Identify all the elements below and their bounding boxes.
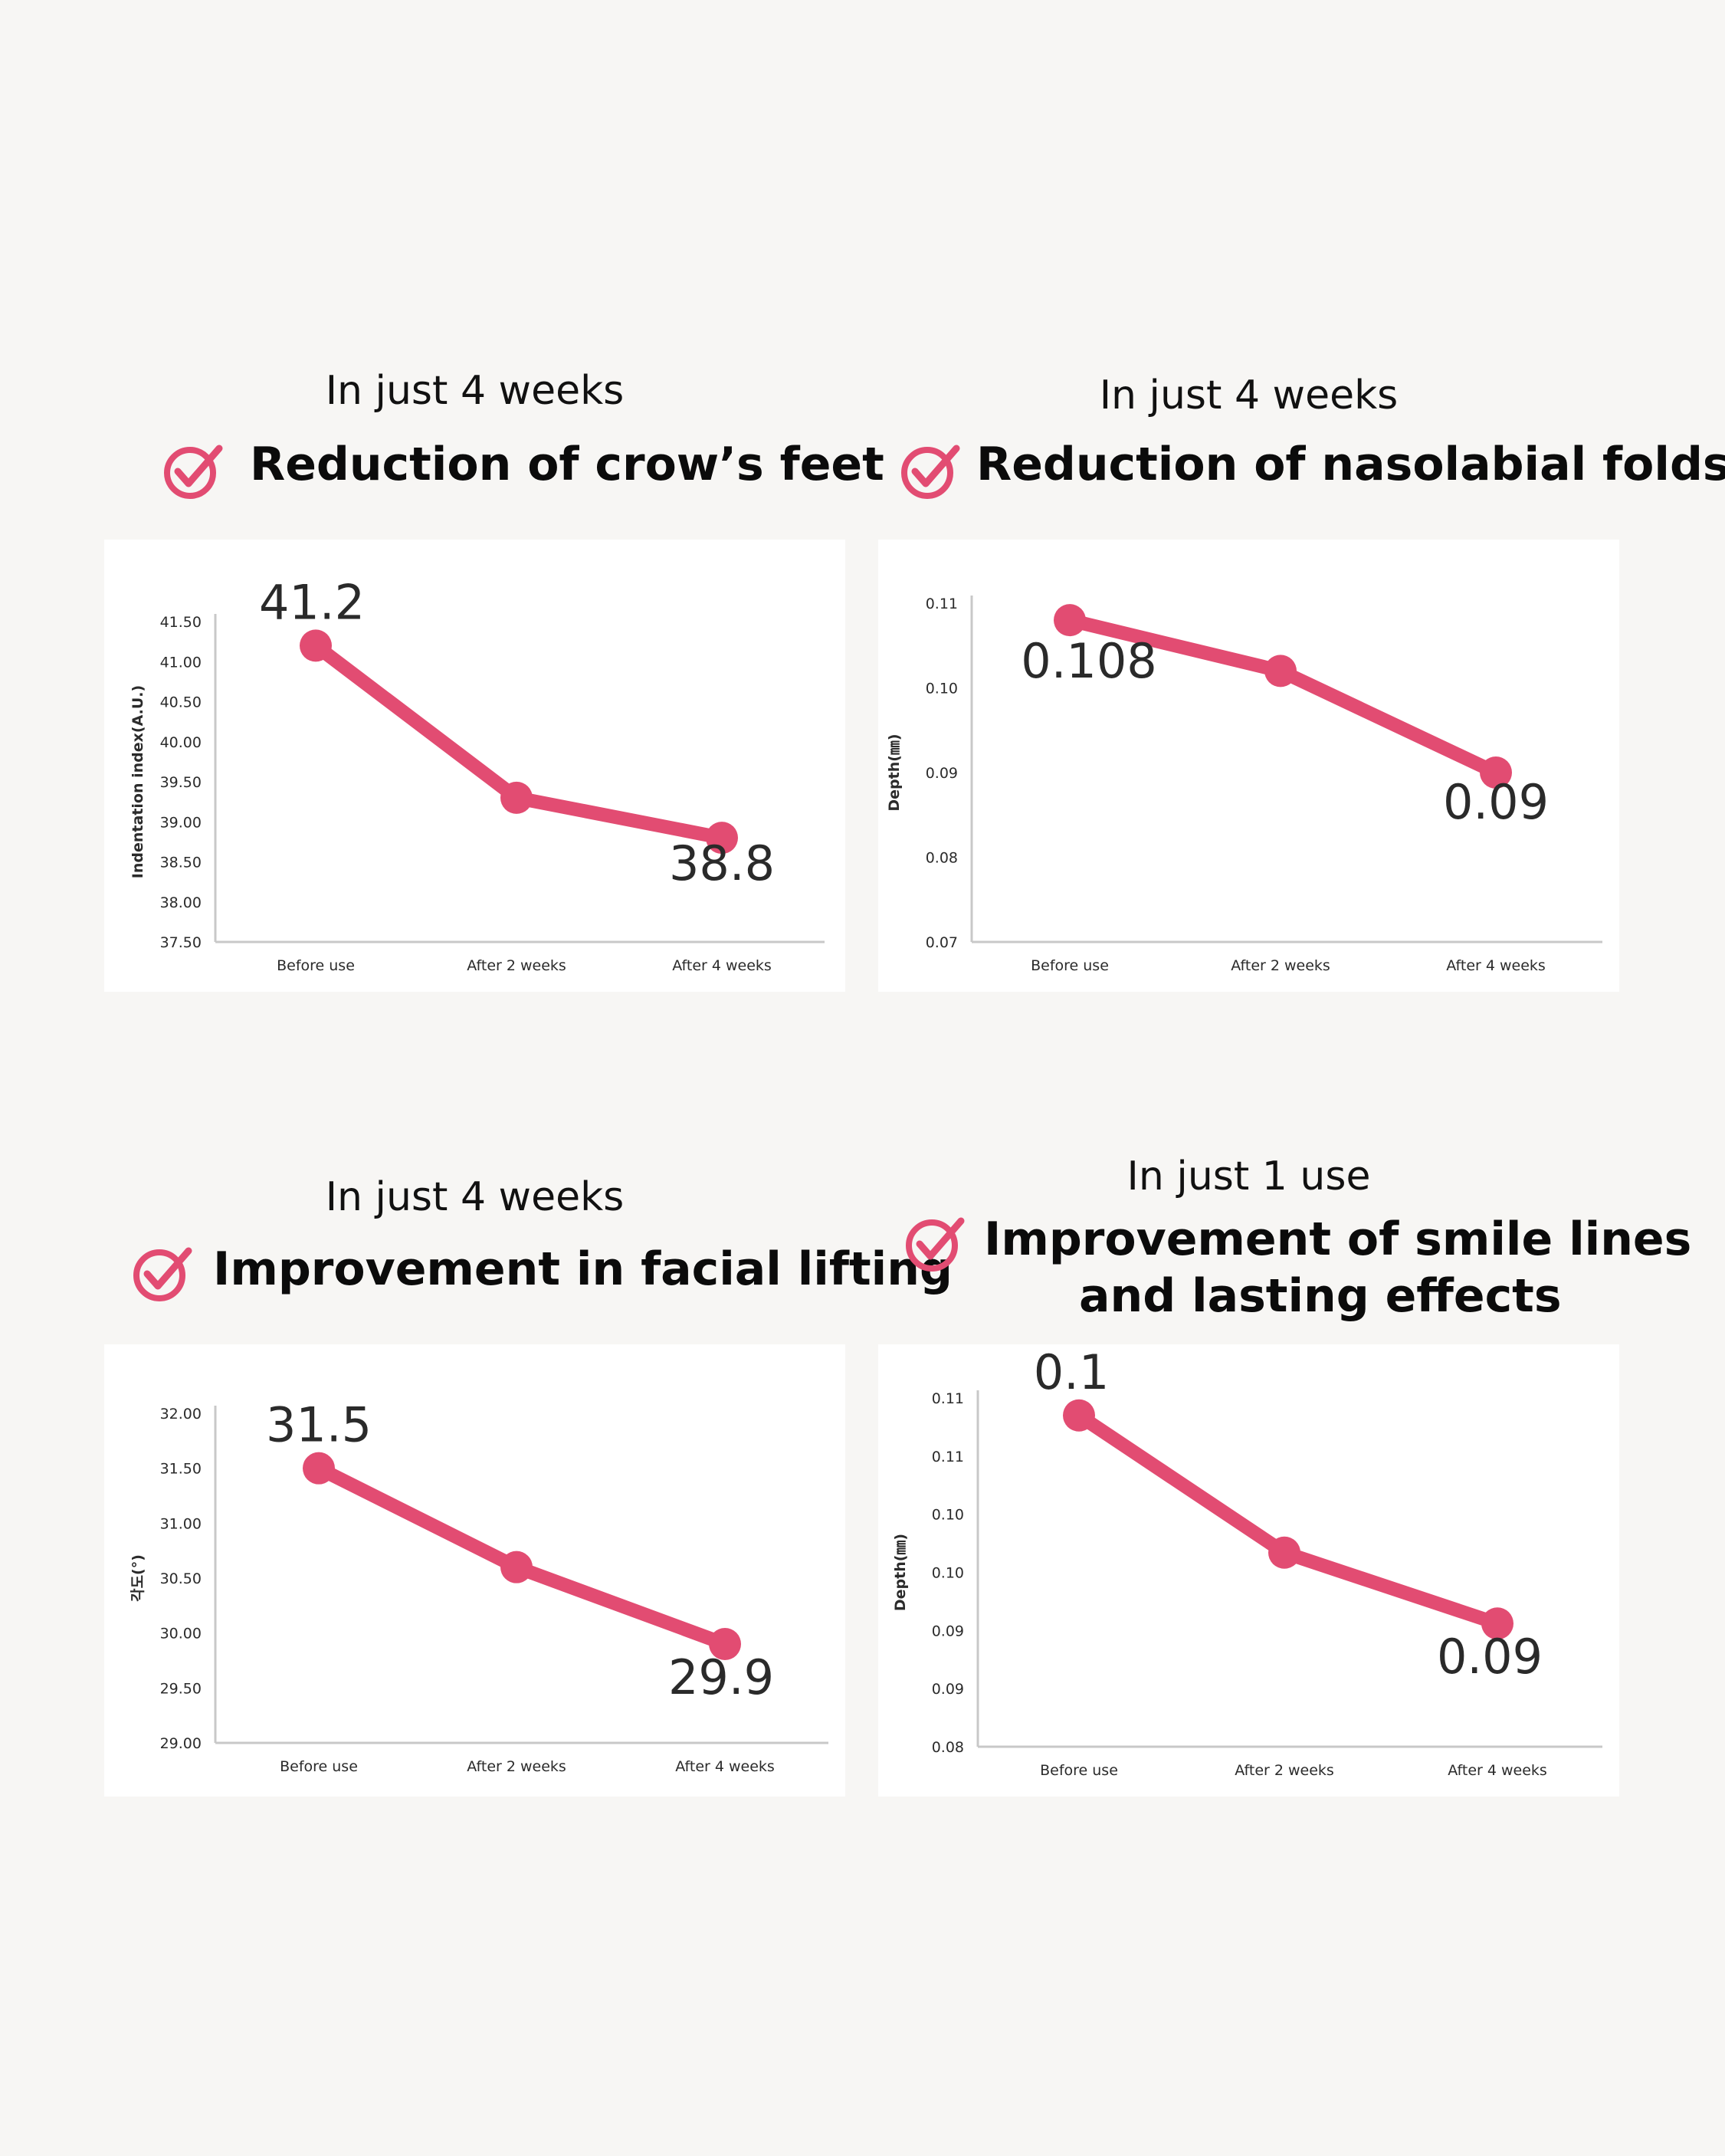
x-tick-label: After 2 weeks [1231, 957, 1330, 974]
check-circle-icon [164, 445, 223, 499]
data-label: 41.2 [259, 574, 365, 630]
data-point [1481, 1607, 1513, 1640]
y-axis-label: 각도(°) [130, 1554, 146, 1602]
y-tick-label: 30.50 [160, 1570, 202, 1587]
data-label: 0.108 [1021, 633, 1157, 689]
chart-card: 37.50 38.00 38.50 39.00 39.50 40.00 40.50 41.00… [104, 540, 845, 992]
data-point [1264, 655, 1297, 687]
x-tick-label: After 2 weeks [1235, 1762, 1334, 1779]
data-point [1054, 604, 1086, 637]
x-tick-label: After 4 weeks [672, 957, 772, 974]
y-tick-label: 0.09 [932, 1681, 964, 1698]
headline-line-1: Improvement of smile lines [984, 1213, 1692, 1266]
data-label: 0.09 [1437, 1629, 1543, 1685]
y-tick-label: 38.50 [160, 855, 202, 871]
y-tick-label: 30.00 [160, 1626, 202, 1642]
headline-line-1: Reduction of crow’s feet [250, 438, 884, 491]
y-tick-label: 32.00 [160, 1406, 202, 1423]
data-point [709, 1628, 741, 1660]
data-label: 0.1 [1034, 1344, 1110, 1400]
x-tick-label: After 2 weeks [467, 1758, 566, 1775]
data-point [500, 1551, 533, 1583]
y-tick-label: 0.09 [932, 1623, 964, 1639]
y-tick-label: 39.50 [160, 774, 202, 791]
line-chart-facial-lifting: 29.00 29.50 30.00 30.50 31.00 31.50 32.00 각도(°)… [130, 1397, 828, 1775]
data-label: 38.8 [669, 835, 775, 891]
data-label: 0.09 [1443, 774, 1549, 830]
check-circle-icon [901, 445, 960, 499]
chart-card: 0.07 0.08 0.09 0.10 0.11 Depth(㎜) Before use Af… [878, 540, 1619, 992]
data-label: 31.5 [266, 1397, 372, 1453]
data-label: 29.9 [668, 1649, 774, 1705]
x-tick-label: After 4 weeks [1448, 1762, 1547, 1779]
y-tick-label: 0.08 [932, 1739, 964, 1756]
x-tick-label: After 4 weeks [675, 1758, 775, 1775]
y-tick-label: 40.00 [160, 734, 202, 751]
line-chart-nasolabial-folds: 0.07 0.08 0.09 0.10 0.11 Depth(㎜) Before use Af… [886, 596, 1602, 974]
chart-card: 0.08 0.09 0.09 0.10 0.10 0.11 0.11 Depth(㎜) Befo… [878, 1344, 1619, 1797]
y-axis-label: Depth(㎜) [892, 1534, 909, 1611]
series-line [1072, 1408, 1504, 1631]
y-tick-label: 0.10 [932, 1507, 964, 1524]
data-point [706, 822, 738, 855]
headline-line-1: Reduction of nasolabial folds [976, 438, 1725, 491]
line-chart-smile-lines: 0.08 0.09 0.09 0.10 0.10 0.11 0.11 Depth(㎜) Befo… [892, 1344, 1602, 1779]
data-point [1480, 756, 1512, 789]
y-axis-label: Depth(㎜) [886, 733, 903, 811]
headline-line-2: and lasting effects [1079, 1269, 1562, 1323]
x-tick-label: Before use [280, 1758, 358, 1775]
data-point [1268, 1536, 1300, 1569]
y-tick-label: 41.50 [160, 614, 202, 631]
y-tick-label: 29.00 [160, 1735, 202, 1752]
y-tick-label: 31.50 [160, 1461, 202, 1478]
y-tick-label: 0.10 [926, 681, 958, 697]
x-tick-label: Before use [1031, 957, 1109, 974]
y-tick-label: 0.11 [932, 1449, 964, 1465]
x-tick-label: Before use [1040, 1762, 1118, 1779]
panel-subtitle: In just 4 weeks [1099, 372, 1399, 418]
data-point [300, 629, 332, 662]
chart-card: 29.00 29.50 30.00 30.50 31.00 31.50 32.00 각도(°)… [104, 1344, 845, 1797]
panel-subtitle: In just 4 weeks [325, 1174, 625, 1220]
y-tick-label: 0.07 [926, 934, 958, 951]
headline-line-1: Improvement in facial lifting [213, 1242, 953, 1296]
y-tick-label: 0.10 [932, 1565, 964, 1582]
x-tick-label: Before use [277, 957, 355, 974]
x-tick-label: After 4 weeks [1446, 957, 1546, 974]
y-tick-label: 29.50 [160, 1680, 202, 1697]
y-tick-label: 40.50 [160, 694, 202, 711]
y-tick-label: 0.11 [926, 596, 958, 612]
y-tick-label: 38.00 [160, 894, 202, 911]
data-point [303, 1452, 335, 1485]
x-tick-label: After 2 weeks [467, 957, 566, 974]
panel-subtitle: In just 1 use [1126, 1153, 1371, 1199]
line-chart-crows-feet: 37.50 38.00 38.50 39.00 39.50 40.00 40.50 41.00… [130, 574, 825, 974]
y-tick-label: 0.09 [926, 765, 958, 782]
panel-subtitle: In just 4 weeks [325, 368, 625, 414]
check-circle-icon [906, 1217, 965, 1272]
y-axis-label: Indentation index(A.U.) [130, 685, 146, 878]
y-tick-label: 39.00 [160, 814, 202, 831]
y-tick-label: 0.11 [932, 1390, 964, 1407]
y-tick-label: 0.08 [926, 850, 958, 867]
check-circle-icon [133, 1247, 192, 1301]
y-tick-label: 41.00 [160, 654, 202, 671]
data-point [500, 781, 533, 814]
y-tick-label: 31.00 [160, 1515, 202, 1532]
data-point [1063, 1399, 1095, 1432]
y-tick-label: 37.50 [160, 934, 202, 951]
